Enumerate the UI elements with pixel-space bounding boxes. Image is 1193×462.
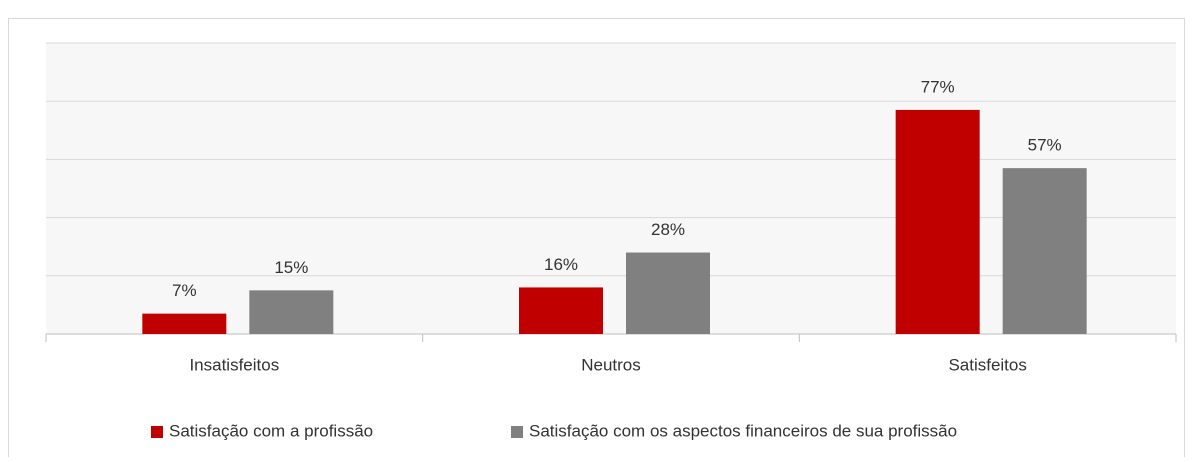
data-label: 77%	[921, 77, 955, 96]
bar	[519, 287, 603, 334]
legend-swatch	[511, 426, 523, 438]
x-tick-label: Insatisfeitos	[189, 355, 279, 374]
legend-swatch	[151, 426, 163, 438]
data-label: 15%	[274, 258, 308, 277]
bar	[626, 252, 710, 334]
legend-label: Satisfação com a profissão	[169, 421, 373, 440]
data-label: 16%	[544, 255, 578, 274]
data-label: 57%	[1028, 136, 1062, 155]
bar	[895, 109, 980, 335]
x-tick-label: Satisfeitos	[948, 355, 1026, 374]
bar	[1002, 168, 1087, 334]
x-tick-label: Neutros	[581, 355, 641, 374]
data-label: 28%	[651, 220, 685, 239]
bar	[249, 290, 334, 334]
data-label: 7%	[172, 281, 197, 300]
legend-label: Satisfação com os aspectos financeiros d…	[529, 421, 957, 440]
bar	[142, 313, 227, 334]
plot-area	[46, 43, 1176, 334]
